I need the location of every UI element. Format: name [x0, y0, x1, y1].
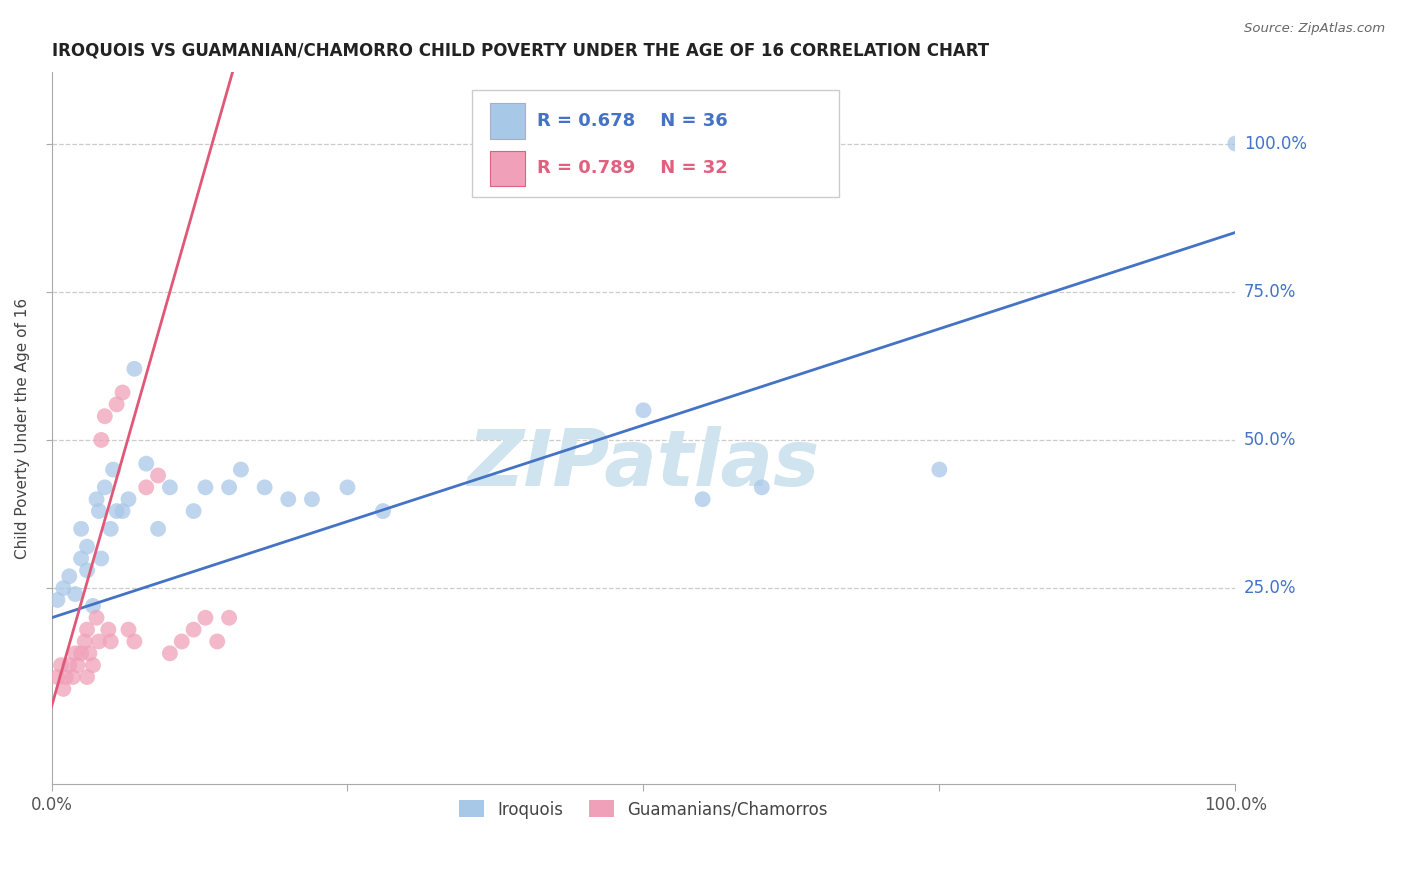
- FancyBboxPatch shape: [472, 90, 839, 197]
- Point: [218, 480, 240, 494]
- Point: [100, 634, 122, 648]
- Point: [101, 462, 124, 476]
- Point: [70, 522, 93, 536]
- Point: [94, 480, 117, 494]
- Point: [111, 504, 134, 518]
- Point: [87, 504, 110, 518]
- Point: [79, 646, 101, 660]
- Point: [58, 658, 80, 673]
- Point: [111, 385, 134, 400]
- Point: [73, 634, 96, 648]
- Point: [82, 599, 104, 613]
- Point: [49, 658, 72, 673]
- Point: [633, 403, 655, 417]
- Point: [87, 634, 110, 648]
- Point: [117, 492, 139, 507]
- Point: [124, 634, 146, 648]
- Point: [58, 569, 80, 583]
- Legend: Iroquois, Guamanians/Chamorros: Iroquois, Guamanians/Chamorros: [453, 794, 834, 825]
- Point: [70, 646, 93, 660]
- Text: 25.0%: 25.0%: [1244, 579, 1296, 597]
- Point: [218, 611, 240, 625]
- Point: [76, 623, 98, 637]
- Point: [90, 433, 112, 447]
- Point: [97, 623, 120, 637]
- Point: [207, 634, 229, 648]
- Point: [86, 492, 108, 507]
- Point: [336, 480, 359, 494]
- Point: [70, 551, 93, 566]
- Point: [90, 551, 112, 566]
- Point: [146, 522, 169, 536]
- Point: [371, 504, 394, 518]
- Point: [55, 670, 77, 684]
- Y-axis label: Child Poverty Under the Age of 16: Child Poverty Under the Age of 16: [15, 298, 30, 558]
- Point: [194, 480, 217, 494]
- Point: [52, 681, 75, 696]
- Point: [170, 634, 193, 648]
- Point: [100, 522, 122, 536]
- Point: [183, 504, 205, 518]
- Point: [66, 658, 89, 673]
- Point: [46, 670, 69, 684]
- Text: 100.0%: 100.0%: [1244, 135, 1306, 153]
- Point: [52, 581, 75, 595]
- Text: IROQUOIS VS GUAMANIAN/CHAMORRO CHILD POVERTY UNDER THE AGE OF 16 CORRELATION CHA: IROQUOIS VS GUAMANIAN/CHAMORRO CHILD POV…: [52, 42, 988, 60]
- Point: [135, 480, 157, 494]
- Point: [63, 587, 86, 601]
- Point: [751, 480, 773, 494]
- Point: [82, 658, 104, 673]
- Point: [62, 670, 84, 684]
- Text: ZIPatlas: ZIPatlas: [467, 425, 820, 501]
- Point: [159, 480, 181, 494]
- Text: R = 0.789    N = 32: R = 0.789 N = 32: [537, 160, 728, 178]
- Point: [229, 462, 252, 476]
- Point: [105, 504, 128, 518]
- Point: [105, 397, 128, 411]
- Point: [76, 540, 98, 554]
- Point: [277, 492, 299, 507]
- Point: [46, 593, 69, 607]
- Point: [1225, 136, 1247, 151]
- Text: R = 0.678    N = 36: R = 0.678 N = 36: [537, 112, 728, 130]
- Text: 75.0%: 75.0%: [1244, 283, 1296, 301]
- Point: [301, 492, 323, 507]
- Bar: [489, 103, 524, 138]
- Text: Source: ZipAtlas.com: Source: ZipAtlas.com: [1244, 22, 1385, 36]
- Point: [146, 468, 169, 483]
- Point: [135, 457, 157, 471]
- Point: [194, 611, 217, 625]
- Point: [692, 492, 714, 507]
- Point: [159, 646, 181, 660]
- Point: [928, 462, 950, 476]
- Point: [94, 409, 117, 424]
- Text: 50.0%: 50.0%: [1244, 431, 1296, 449]
- Point: [124, 361, 146, 376]
- Point: [86, 611, 108, 625]
- Point: [117, 623, 139, 637]
- Point: [183, 623, 205, 637]
- Point: [63, 646, 86, 660]
- Bar: [489, 151, 524, 186]
- Point: [253, 480, 276, 494]
- Point: [76, 670, 98, 684]
- Point: [76, 563, 98, 577]
